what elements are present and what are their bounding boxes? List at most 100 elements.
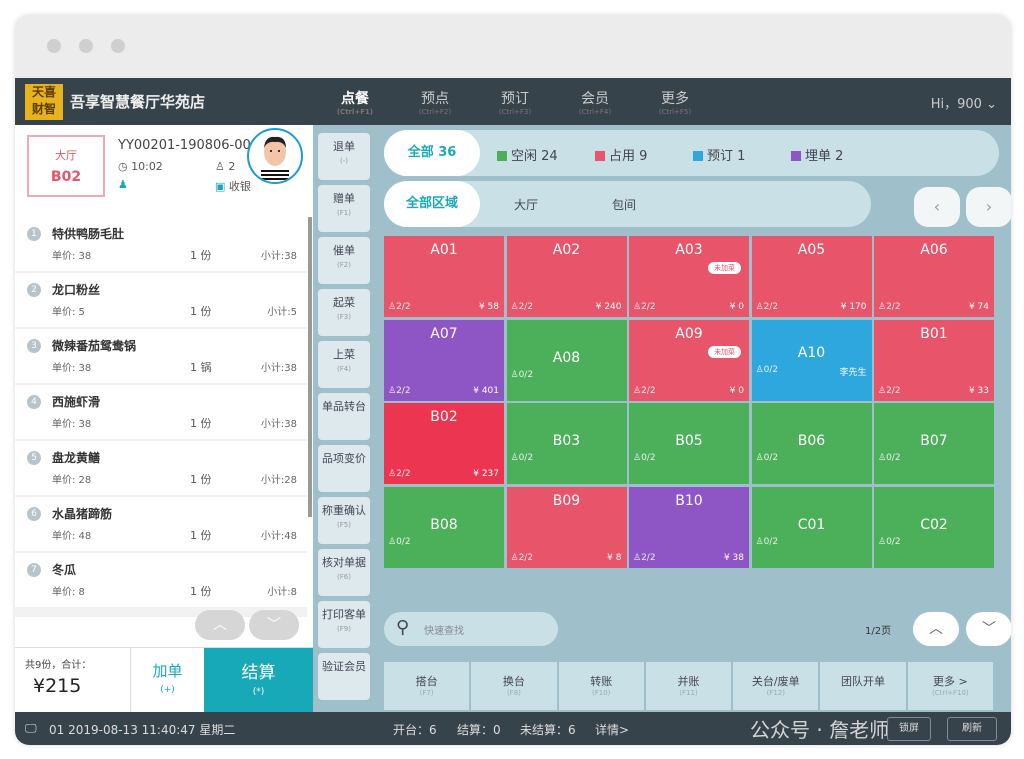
table-name: A07 — [430, 325, 458, 342]
list-item[interactable]: 2 龙口粉丝 单价: 5 1 份 小计:5 — [15, 273, 307, 327]
table-amount: ¥ 0 — [729, 302, 744, 312]
guests-value: 0/2 — [396, 536, 411, 547]
item-subtotal: 小计:5 — [267, 307, 297, 318]
rail-button[interactable]: 单品转台 — [318, 393, 370, 440]
window-dot[interactable] — [47, 39, 61, 53]
lock-screen-button[interactable]: 锁屏 — [887, 717, 931, 741]
prev-area-button[interactable]: ‹ — [914, 187, 960, 227]
list-item[interactable]: 3 微辣番茄鸳鸯锅 单价: 38 1 锅 小计:38 — [15, 329, 307, 383]
window-dot[interactable] — [79, 39, 93, 53]
person-icon: ♙ — [878, 302, 887, 312]
table-tile[interactable]: C01 ♙0/2 — [751, 486, 872, 568]
rail-button[interactable]: 品项变价 — [318, 445, 370, 492]
avatar[interactable] — [247, 128, 303, 184]
rail-button[interactable]: 赠单 (F1) — [318, 185, 370, 232]
table-tile[interactable]: A05 ♙2/2 ¥ 170 — [751, 236, 872, 317]
toolbar-button-shortcut: (F11) — [679, 689, 698, 697]
nav-tab[interactable]: 点餐 (Ctrl+F1) — [325, 88, 385, 116]
table-tile[interactable]: A02 ♙2/2 ¥ 240 — [506, 236, 627, 317]
guests-value: 2/2 — [641, 302, 656, 312]
status-filter[interactable]: 空闲 24 — [497, 145, 558, 164]
area-private-room[interactable]: 包间 — [612, 198, 637, 212]
rail-button-shortcut: (F3) — [337, 313, 351, 321]
table-guests: ♙0/2 — [878, 453, 901, 463]
rail-button[interactable]: 称重确认 (F5) — [318, 497, 370, 544]
page-down-button[interactable]: ﹀ — [966, 612, 1011, 646]
table-tile[interactable]: B05 ♙0/2 — [629, 403, 749, 484]
table-tile[interactable]: B03 ♙0/2 — [506, 403, 627, 484]
checkout-button[interactable]: 结算 (*) — [204, 648, 313, 713]
window-dot[interactable] — [111, 39, 125, 53]
table-tile[interactable]: A10 ♙0/2 李先生 — [751, 319, 872, 401]
nav-tab[interactable]: 会员 (Ctrl+F4) — [565, 88, 625, 116]
list-scrollbar[interactable] — [308, 217, 312, 517]
table-tile[interactable]: B02 ♙2/2 ¥ 237 — [384, 403, 504, 484]
refresh-button[interactable]: 刷新 — [947, 717, 997, 741]
toolbar-button[interactable]: 团队开单 — [820, 662, 906, 710]
toolbar-button[interactable]: 转账 (F10) — [558, 662, 644, 710]
area-all[interactable]: 全部区域 — [384, 181, 480, 227]
time-value: 10:02 — [131, 160, 163, 173]
table-tile[interactable]: B01 ♙2/2 ¥ 33 — [874, 319, 994, 401]
list-item[interactable]: 4 西施虾滑 单价: 38 1 份 小计:38 — [15, 385, 307, 439]
status-filter[interactable]: 占用 9 — [595, 145, 647, 164]
checkout-shortcut: (*) — [252, 687, 265, 697]
rail-button-shortcut: (F1) — [337, 209, 351, 217]
search-input[interactable]: ⚲ 快速查找 — [384, 612, 558, 646]
table-tile[interactable]: A01 ♙2/2 ¥ 58 — [384, 236, 504, 317]
item-number: 3 — [27, 339, 41, 353]
rail-button[interactable]: 核对单据 (F6) — [318, 549, 370, 596]
table-tile[interactable]: C02 ♙0/2 — [874, 486, 994, 568]
toolbar-button[interactable]: 换台 (F8) — [471, 662, 557, 710]
table-name: B02 — [50, 169, 82, 185]
table-name: A06 — [920, 242, 948, 258]
toolbar-button[interactable]: 关台/废单 (F12) — [733, 662, 819, 710]
item-name: 盘龙黄鳝 — [52, 451, 101, 465]
page-up-button[interactable]: ︿ — [913, 612, 959, 646]
rail-button[interactable]: 上菜 (F4) — [318, 341, 370, 388]
table-tile[interactable]: B10 ♙2/2 ¥ 38 — [629, 486, 749, 568]
person-icon: ♙ — [755, 453, 764, 463]
guests-value: 2/2 — [641, 552, 656, 563]
rail-button[interactable]: 催单 (F2) — [318, 237, 370, 284]
table-tile[interactable]: A09 ♙2/2 ¥ 0 未加菜 — [629, 319, 749, 401]
table-guests: ♙2/2 — [511, 553, 534, 563]
status-filter[interactable]: 埋单 2 — [791, 145, 843, 164]
user-menu[interactable]: Hi，900 ⌄ — [931, 93, 997, 112]
area-hall[interactable]: 大厅 — [514, 198, 539, 212]
status-filter[interactable]: 预订 1 — [693, 145, 745, 164]
list-item[interactable]: 6 水晶猪蹄筋 单价: 48 1 份 小计:48 — [15, 497, 307, 551]
rail-button[interactable]: 打印客单 (F9) — [318, 601, 370, 648]
next-area-button[interactable]: › — [966, 187, 1011, 227]
rail-button[interactable]: 起菜 (F3) — [318, 289, 370, 336]
add-order-button[interactable]: 加单 (+) — [130, 648, 204, 713]
toolbar-button-shortcut: (F12) — [766, 689, 785, 697]
scroll-down-button[interactable]: ﹀ — [249, 610, 299, 640]
table-guests: ♙2/2 — [388, 302, 411, 312]
detail-link[interactable]: 详情> — [595, 723, 630, 737]
list-item[interactable]: 1 特供鸭肠毛肚 单价: 38 1 份 小计:38 — [15, 217, 307, 271]
toolbar-button[interactable]: 搭台 (F7) — [384, 662, 470, 710]
table-tile[interactable]: B07 ♙0/2 — [874, 403, 994, 484]
list-item[interactable]: 7 冬瓜 单价: 8 1 份 小计:8 — [15, 553, 307, 607]
toolbar-button[interactable]: 并账 (F11) — [645, 662, 732, 710]
rail-button[interactable]: 退单 (-) — [318, 133, 370, 180]
toolbar-button[interactable]: 更多 > (Ctrl+F10) — [907, 662, 993, 710]
rail-button[interactable]: 验证会员 — [318, 653, 370, 700]
table-tile[interactable]: A06 ♙2/2 ¥ 74 — [874, 236, 994, 317]
item-price: 单价: 8 — [52, 587, 85, 598]
table-tile[interactable]: B09 ♙2/2 ¥ 8 — [506, 486, 627, 568]
table-tile[interactable]: B06 ♙0/2 — [751, 403, 872, 484]
table-tile[interactable]: A03 ♙2/2 ¥ 0 未加菜 — [629, 236, 749, 317]
table-tile[interactable]: A07 ♙2/2 ¥ 401 — [384, 319, 504, 401]
scroll-up-button[interactable]: ︿ — [195, 610, 245, 640]
table-name: A08 — [552, 349, 581, 366]
filter-all[interactable]: 全部 36 — [384, 130, 480, 176]
nav-tab[interactable]: 预点 (Ctrl+F2) — [405, 88, 465, 116]
item-price: 单价: 38 — [52, 251, 92, 262]
nav-tab[interactable]: 预订 (Ctrl+F3) — [485, 88, 545, 116]
table-tile[interactable]: A08 ♙0/2 — [506, 319, 627, 401]
nav-tab[interactable]: 更多 (Ctrl+F5) — [645, 88, 705, 116]
table-tile[interactable]: B08 ♙0/2 — [384, 486, 504, 568]
list-item[interactable]: 5 盘龙黄鳝 单价: 28 1 份 小计:28 — [15, 441, 307, 495]
